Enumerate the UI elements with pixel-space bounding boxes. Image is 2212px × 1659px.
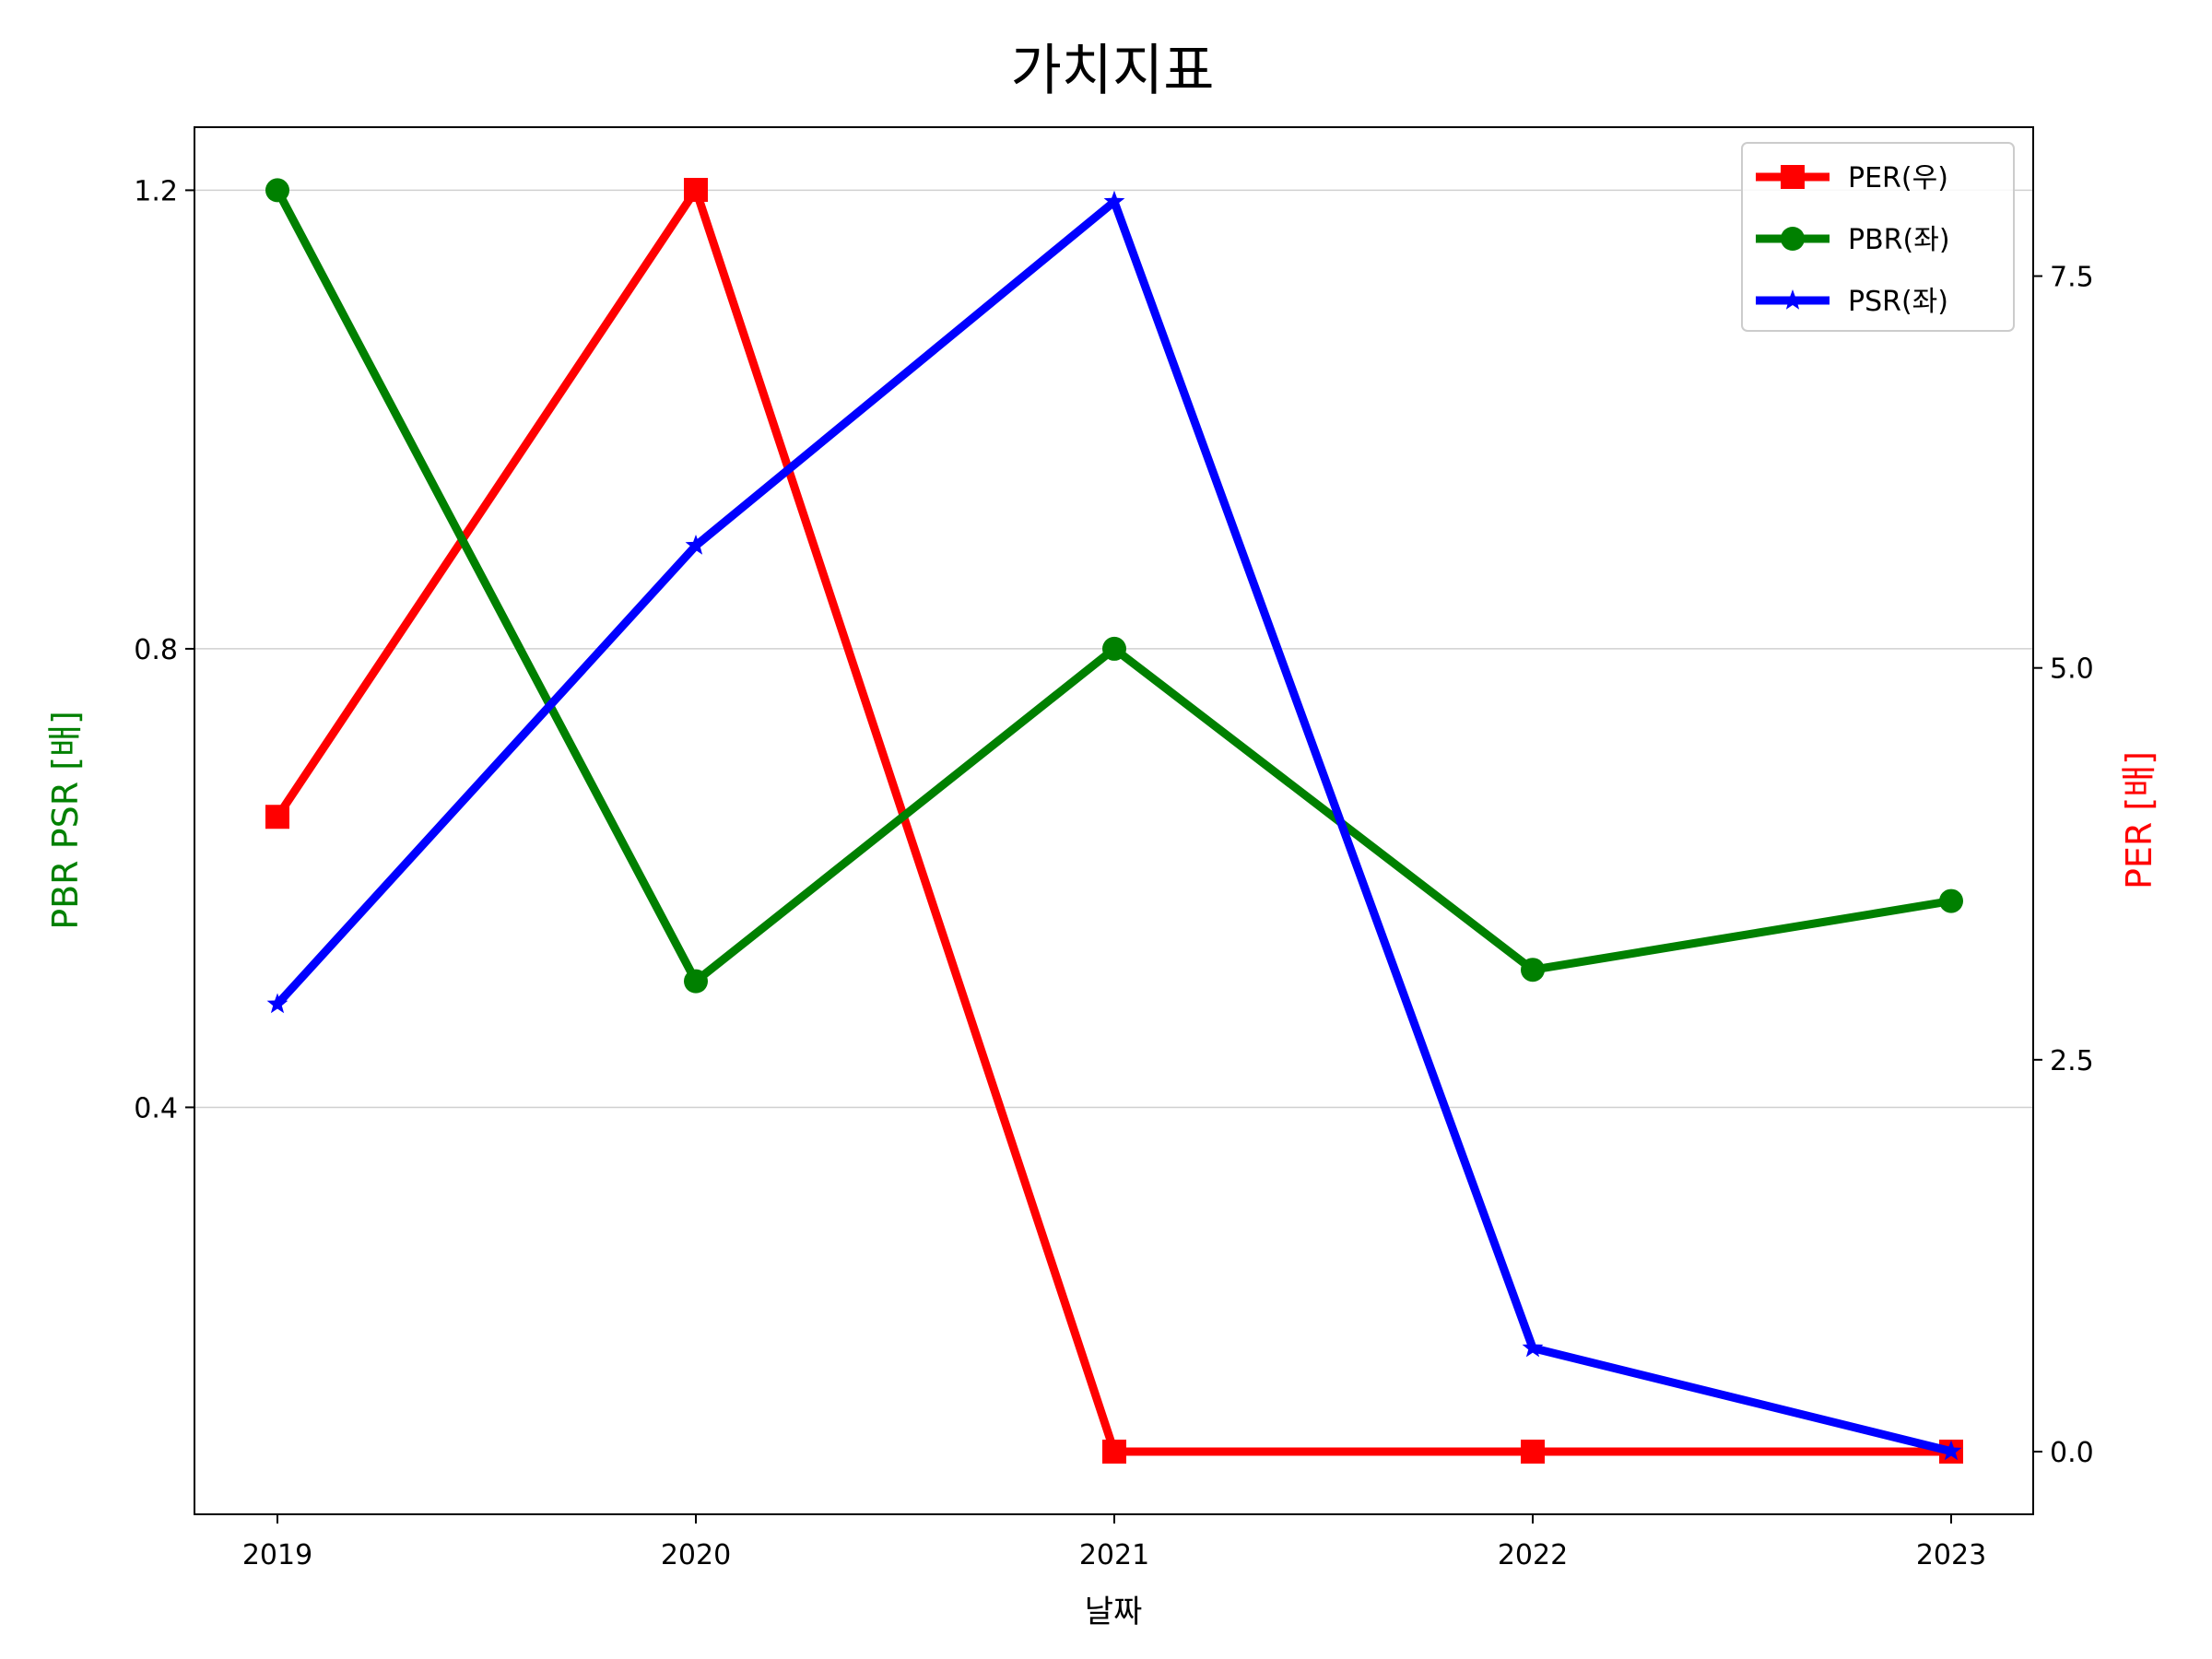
data-point-psr: [1940, 1440, 1962, 1461]
legend-marker: [1781, 165, 1805, 189]
right-y-tick-label: 7.5: [2050, 262, 2094, 294]
legend-entry-psr: PSR(좌): [1756, 286, 1948, 318]
x-tick-label: 2021: [1079, 1539, 1149, 1571]
series-psr: [266, 190, 1962, 1461]
left-y-axis-label: PBR PSR [배]: [45, 711, 86, 930]
x-tick-label: 2020: [661, 1539, 731, 1571]
series-line-psr: [274, 197, 1953, 1455]
data-point-pbr: [1939, 888, 1963, 913]
series-per: [265, 178, 1963, 1464]
data-point-pbr: [684, 969, 708, 994]
x-tick-label: 2023: [1916, 1539, 1986, 1571]
left-y-tick-label: 1.2: [134, 175, 178, 207]
data-point-pbr: [265, 178, 289, 203]
data-point-per: [1102, 1439, 1126, 1464]
legend-marker: [1782, 289, 1804, 310]
x-tick-label: 2019: [242, 1539, 312, 1571]
data-point-pbr: [1102, 636, 1126, 661]
legend-label: PER(우): [1848, 162, 1948, 194]
left-y-tick-label: 0.4: [134, 1092, 178, 1124]
right-y-axis-ticks: 0.0 2.5 5.0 7.5: [2033, 262, 2094, 1469]
data-point-per: [1521, 1439, 1545, 1464]
series-layer: [265, 178, 1963, 1464]
series-line-pbr: [274, 188, 1952, 986]
legend-entry-pbr: PBR(좌): [1756, 224, 1950, 256]
legend: PER(우) PBR(좌) PSR(좌): [1741, 142, 2015, 332]
data-point-psr: [685, 535, 707, 555]
data-point-psr: [1103, 190, 1125, 211]
right-y-axis-label: PER [배]: [2119, 751, 2159, 889]
data-point-per: [684, 178, 708, 203]
data-point-per: [265, 805, 289, 830]
legend-label: PSR(좌): [1848, 286, 1948, 318]
right-y-tick-label: 5.0: [2050, 653, 2094, 686]
data-point-psr: [1522, 1336, 1544, 1358]
plot-frame: [194, 126, 2034, 1515]
series-line-per: [274, 185, 1951, 1456]
series-pbr: [265, 178, 1963, 994]
data-point-pbr: [1521, 958, 1545, 982]
data-point-psr: [266, 993, 288, 1014]
legend-entry-per: PER(우): [1756, 162, 1948, 194]
left-y-axis-ticks: 0.4 0.8 1.2: [134, 175, 194, 1124]
x-axis-label: 날짜: [1085, 1594, 1143, 1630]
right-y-tick-label: 2.5: [2050, 1045, 2094, 1077]
legend-marker: [1781, 227, 1805, 251]
legend-label: PBR(좌): [1848, 224, 1950, 256]
x-axis-ticks: 2019 2020 2021 2022 2023: [242, 1514, 1986, 1571]
right-y-tick-label: 0.0: [2050, 1437, 2094, 1469]
legend-box: [1741, 142, 2015, 332]
chart-title: 가치지표: [1011, 39, 1215, 103]
x-tick-label: 2022: [1498, 1539, 1568, 1571]
left-y-tick-label: 0.8: [134, 634, 178, 666]
